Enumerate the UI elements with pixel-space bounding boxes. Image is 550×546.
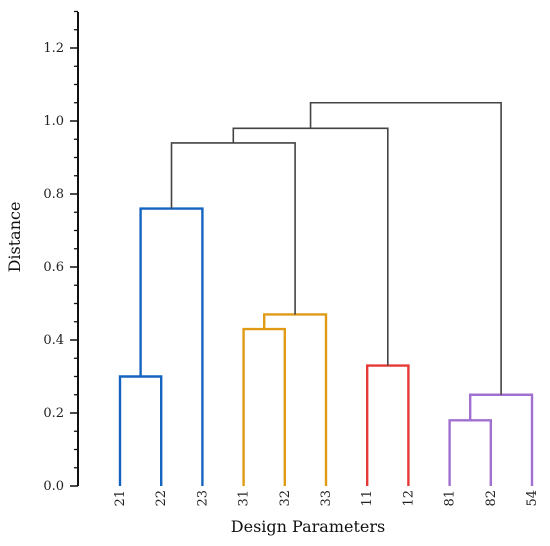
y-tick-label: 1.0 xyxy=(43,114,64,129)
y-axis: 0.0 0.2 0.4 0.6 0.8 1.0 1.2 xyxy=(43,10,79,494)
dendrogram-link xyxy=(309,101,502,395)
leaf-labels: 21 22 23 31 32 33 11 12 81 82 54 xyxy=(113,490,540,507)
dendrogram-link xyxy=(469,393,534,486)
dendrogram-link xyxy=(170,142,296,315)
y-tick-label: 0.6 xyxy=(43,260,64,275)
dendrogram-link xyxy=(366,364,410,486)
leaf-label: 81 xyxy=(443,490,458,507)
leaf-label: 54 xyxy=(525,490,540,507)
y-tick-label: 0.4 xyxy=(43,333,64,348)
dendrogram-links xyxy=(118,101,534,486)
leaf-label: 21 xyxy=(113,490,128,507)
leaf-label: 33 xyxy=(319,490,334,507)
y-tick-label: 0.2 xyxy=(43,406,64,421)
dendrogram-link xyxy=(118,375,163,486)
dendrogram-link xyxy=(242,327,286,486)
y-tick-label: 0.0 xyxy=(43,479,64,494)
dendrogram-link xyxy=(139,207,204,486)
y-axis-title: Distance xyxy=(5,202,24,273)
leaf-label: 32 xyxy=(278,490,293,507)
y-tick-label: 0.8 xyxy=(43,187,64,202)
leaf-label: 22 xyxy=(154,490,169,507)
dendrogram-link xyxy=(263,313,328,486)
leaf-label: 82 xyxy=(484,490,499,507)
x-axis-title: Design Parameters xyxy=(231,517,385,536)
leaf-label: 31 xyxy=(237,490,252,507)
leaf-label: 11 xyxy=(360,490,375,507)
leaf-label: 23 xyxy=(195,490,210,507)
leaf-label: 12 xyxy=(401,490,416,507)
y-tick-label: 1.2 xyxy=(43,41,64,56)
dendrogram-link xyxy=(448,419,492,486)
